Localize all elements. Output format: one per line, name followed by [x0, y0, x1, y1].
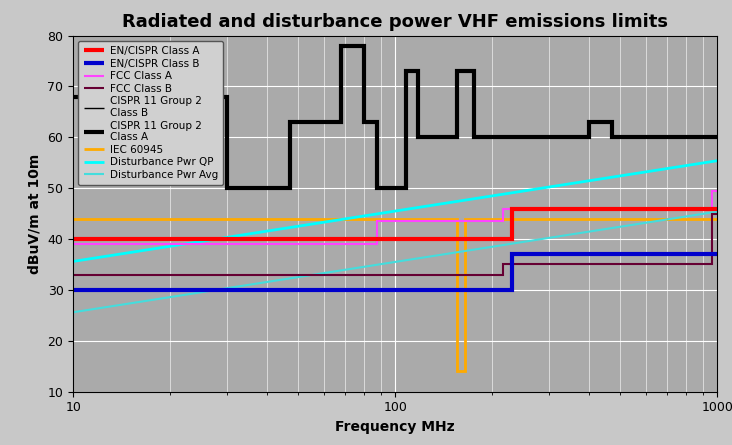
X-axis label: Frequency MHz: Frequency MHz: [335, 420, 455, 434]
Y-axis label: dBuV/m at 10m: dBuV/m at 10m: [28, 154, 42, 274]
Legend: EN/CISPR Class A, EN/CISPR Class B, FCC Class A, FCC Class B, CISPR 11 Group 2
C: EN/CISPR Class A, EN/CISPR Class B, FCC …: [78, 41, 223, 185]
Title: Radiated and disturbance power VHF emissions limits: Radiated and disturbance power VHF emiss…: [122, 13, 668, 31]
